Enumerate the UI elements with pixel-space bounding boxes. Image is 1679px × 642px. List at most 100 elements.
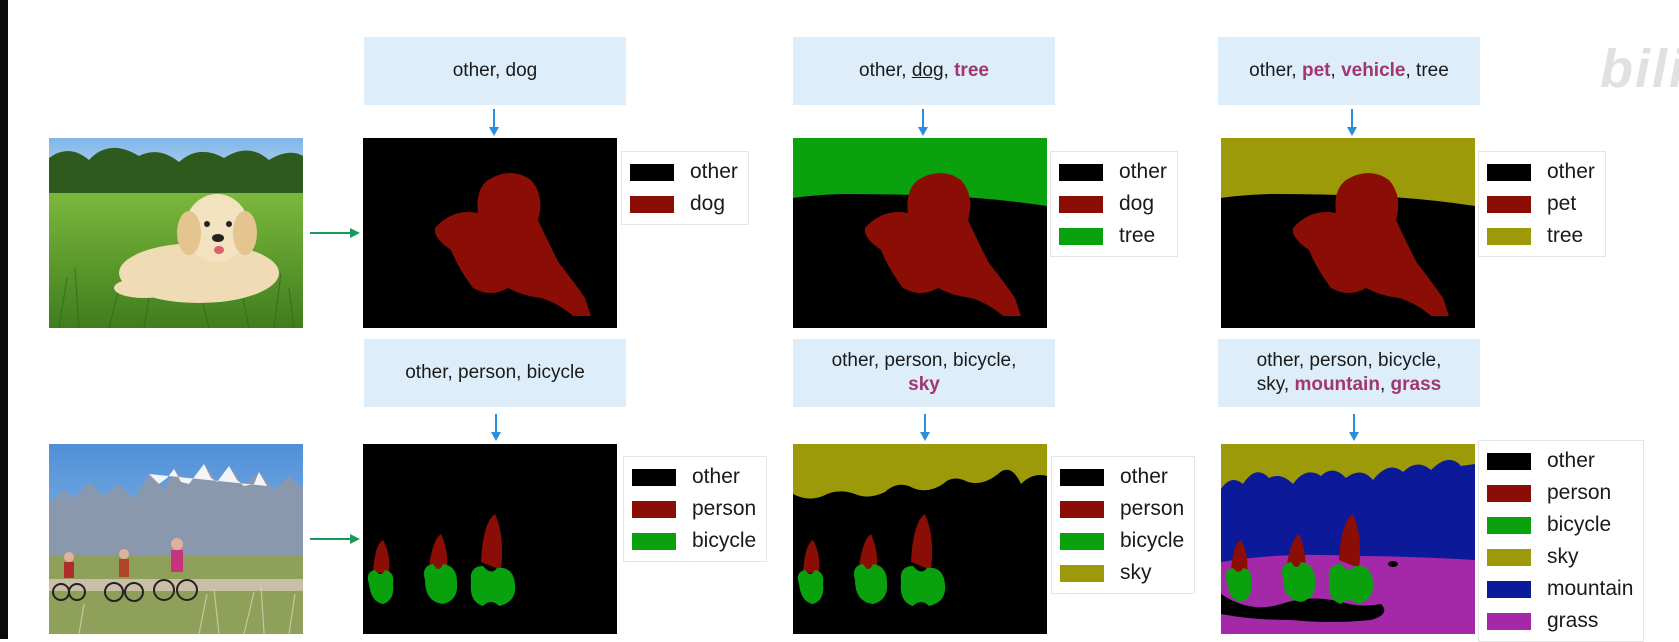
legend-swatch: [632, 468, 676, 486]
prompt-box-6: other, person, bicycle, sky, mountain, g…: [1218, 339, 1480, 407]
legend-swatch: [1487, 484, 1531, 502]
legend-item: sky: [1487, 541, 1633, 573]
legend-4: other person bicycle: [623, 456, 768, 562]
legend-item: tree: [1487, 220, 1595, 252]
prompt-text: ,: [1330, 60, 1342, 81]
legend-swatch: [1487, 195, 1531, 213]
legend-label: grass: [1547, 609, 1599, 632]
prompt-text: , tree: [1405, 60, 1449, 81]
segmentation-map-pet-tree: [1221, 138, 1475, 328]
legend-5: other person bicycle sky: [1051, 456, 1196, 594]
legend-1: other dog: [621, 151, 749, 225]
prompt-keyword: mountain: [1294, 374, 1380, 395]
prompt-box-2: other, dog, tree: [793, 37, 1055, 105]
legend-swatch: [1487, 163, 1531, 181]
legend-label: other: [692, 465, 740, 488]
prompt-text: sky,: [1256, 374, 1295, 395]
legend-item: other: [632, 461, 756, 493]
blue-arrow-down-1: [489, 109, 499, 136]
prompt-keyword: vehicle: [1341, 60, 1406, 81]
legend-item: bicycle: [632, 525, 756, 557]
legend-label: mountain: [1547, 577, 1634, 600]
prompt-keyword: grass: [1390, 374, 1442, 395]
blue-arrow-down-3: [1347, 109, 1357, 136]
input-photo-cyclists: [49, 444, 303, 634]
legend-label: bicycle: [1547, 513, 1612, 536]
prompt-line: other, pet, vehicle, tree: [1249, 59, 1449, 83]
prompt-text: other, person, bicycle,: [1256, 350, 1442, 371]
legend-swatch: [1059, 227, 1103, 245]
legend-label: bicycle: [1120, 529, 1185, 552]
legend-swatch: [1487, 548, 1531, 566]
legend-item: other: [630, 156, 738, 188]
legend-item: person: [632, 493, 756, 525]
legend-label: person: [1120, 497, 1185, 520]
left-edge-bar: [0, 0, 8, 639]
legend-swatch: [632, 532, 676, 550]
legend-label: other: [1119, 160, 1167, 183]
segmentation-map-dog-tree: [793, 138, 1047, 328]
legend-2: other dog tree: [1050, 151, 1178, 257]
prompt-text-underlined: dog: [911, 60, 944, 81]
legend-label: person: [692, 497, 757, 520]
prompt-line: sky, mountain, grass: [1257, 373, 1441, 397]
segmentation-map-dog: [363, 138, 617, 328]
legend-label: other: [1547, 160, 1595, 183]
legend-item: other: [1059, 156, 1167, 188]
legend-label: sky: [1120, 561, 1152, 584]
legend-item: mountain: [1487, 573, 1633, 605]
watermark-text: bili: [1600, 39, 1679, 99]
prompt-keyword: sky: [908, 374, 940, 395]
legend-swatch: [1060, 564, 1104, 582]
prompt-box-4: other, person, bicycle: [364, 339, 626, 407]
prompt-box-5: other, person, bicycle, sky: [793, 339, 1055, 407]
legend-label: other: [1120, 465, 1168, 488]
input-photo-puppy: [49, 138, 303, 328]
prompt-text: other,: [1249, 60, 1302, 81]
blue-arrow-down-5: [920, 414, 930, 441]
prompt-line: sky: [908, 373, 940, 397]
legend-swatch: [630, 195, 674, 213]
blue-arrow-down-6: [1349, 414, 1359, 441]
legend-label: dog: [690, 192, 726, 215]
prompt-text: ,: [943, 60, 955, 81]
prompt-text: other, person, bicycle,: [831, 350, 1017, 371]
legend-item: grass: [1487, 605, 1633, 637]
legend-item: tree: [1059, 220, 1167, 252]
green-arrow-right-2: [310, 534, 360, 544]
legend-swatch: [630, 163, 674, 181]
prompt-line: other, person, bicycle,: [832, 349, 1017, 373]
legend-swatch: [1060, 532, 1104, 550]
legend-swatch: [1059, 163, 1103, 181]
prompt-text: other,: [859, 60, 912, 81]
legend-swatch: [1487, 612, 1531, 630]
legend-6: other person bicycle sky mountain grass: [1478, 440, 1645, 642]
prompt-line: other, dog: [453, 59, 538, 83]
legend-swatch: [1487, 227, 1531, 245]
prompt-box-3: other, pet, vehicle, tree: [1218, 37, 1480, 105]
watermark-logo: bili: [1600, 38, 1679, 106]
segmentation-map-person-bicycle: [363, 444, 617, 634]
prompt-text: ,: [1379, 374, 1391, 395]
legend-item: bicycle: [1060, 525, 1184, 557]
green-arrow-right-1: [310, 228, 360, 238]
legend-swatch: [1059, 195, 1103, 213]
legend-swatch: [632, 500, 676, 518]
legend-item: person: [1060, 493, 1184, 525]
legend-item: other: [1060, 461, 1184, 493]
legend-label: sky: [1547, 545, 1579, 568]
legend-label: person: [1547, 481, 1612, 504]
segmentation-map-person-bicycle-sky: [793, 444, 1047, 634]
legend-item: pet: [1487, 188, 1595, 220]
legend-label: dog: [1119, 192, 1155, 215]
prompt-text: other, dog: [452, 60, 538, 81]
legend-item: dog: [630, 188, 738, 220]
legend-item: person: [1487, 477, 1633, 509]
blue-arrow-down-4: [491, 414, 501, 441]
prompt-text: other, person, bicycle: [405, 362, 585, 383]
legend-3: other pet tree: [1478, 151, 1606, 257]
legend-label: bicycle: [692, 529, 757, 552]
legend-label: tree: [1547, 224, 1584, 247]
legend-swatch: [1487, 580, 1531, 598]
segmentation-map-full: [1221, 444, 1475, 634]
